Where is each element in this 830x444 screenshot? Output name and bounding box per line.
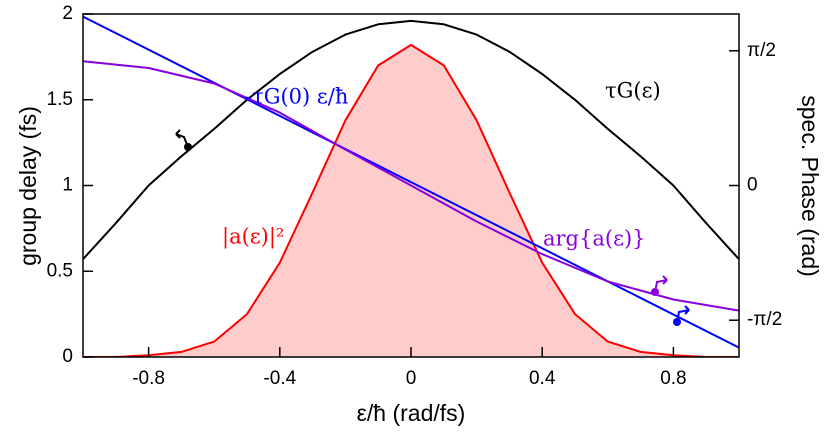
x-axis-label: ε/ħ (rad/fs)	[357, 400, 466, 426]
line	[83, 60, 739, 312]
annotation: |a(ε)|²	[222, 225, 284, 250]
plot-area	[83, 15, 739, 357]
y2-tick-label: π/2	[747, 40, 776, 61]
y-tick-label: 1	[62, 175, 73, 196]
y2-tick-label: 0	[747, 175, 758, 196]
y-axis-label: group delay (fs)	[15, 106, 41, 266]
y-tick-label: 1.5	[47, 89, 73, 110]
area	[83, 44, 739, 357]
line	[83, 43, 739, 357]
x-tick-label: -0.4	[263, 368, 296, 389]
line	[83, 15, 739, 349]
line	[83, 19, 739, 260]
y-tick-label: 0	[62, 346, 73, 367]
y-tick-label: 2	[62, 3, 73, 24]
x-tick-label: 0.4	[529, 368, 556, 389]
annotation: -τG(0) ε/ħ	[245, 85, 348, 109]
y-tick-label: 0.5	[47, 260, 73, 281]
x-tick-label: -0.8	[132, 368, 165, 389]
y2-tick-label: -π/2	[747, 309, 782, 330]
axis-indicators	[175, 129, 690, 326]
x-tick-label: 0.8	[660, 368, 686, 389]
annotation: arg{a(ε)}	[543, 227, 646, 251]
annotation: τG(ε)	[605, 79, 661, 103]
x-tick-label: 0	[406, 368, 417, 389]
y2-axis-label: spec. Phase (rad)	[797, 95, 823, 277]
